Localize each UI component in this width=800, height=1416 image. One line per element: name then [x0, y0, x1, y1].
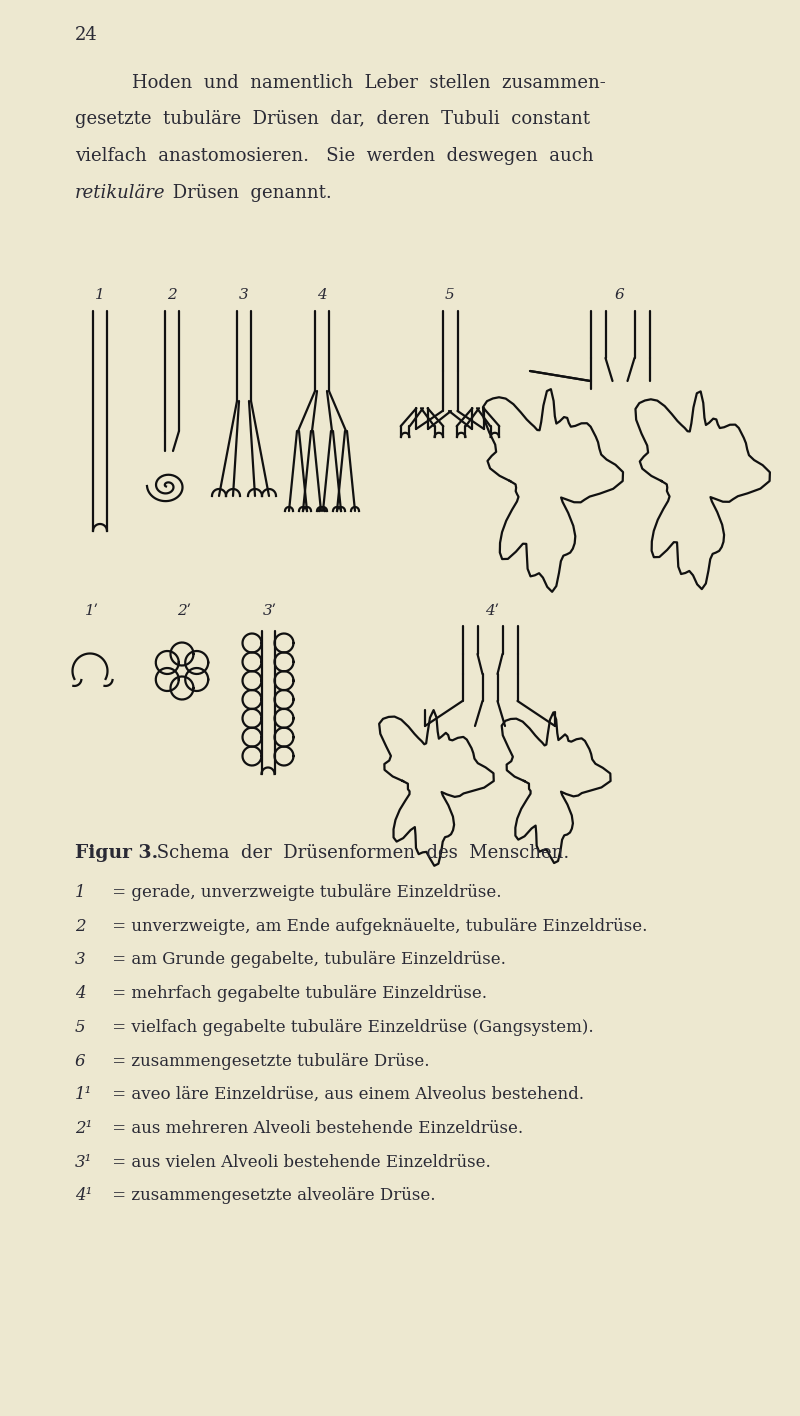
- Text: 3: 3: [239, 287, 249, 302]
- Text: 1: 1: [75, 884, 86, 901]
- Text: 3: 3: [75, 952, 86, 969]
- Text: = mehrfach gegabelte tubuläre Einzeldrüse.: = mehrfach gegabelte tubuläre Einzeldrüs…: [107, 986, 487, 1003]
- Text: Hoden  und  namentlich  Leber  stellen  zusammen-: Hoden und namentlich Leber stellen zusam…: [132, 74, 606, 92]
- Text: 3ʹ: 3ʹ: [263, 605, 277, 617]
- Text: = am Grunde gegabelte, tubuläre Einzeldrüse.: = am Grunde gegabelte, tubuläre Einzeldr…: [107, 952, 506, 969]
- Text: Schema  der  Drüsenformen  des  Menschen.: Schema der Drüsenformen des Menschen.: [151, 844, 570, 862]
- Text: 2¹: 2¹: [75, 1120, 92, 1137]
- Text: = gerade, unverzweigte tubuläre Einzeldrüse.: = gerade, unverzweigte tubuläre Einzeldr…: [107, 884, 502, 901]
- Text: 6: 6: [75, 1052, 86, 1069]
- Text: = unverzweigte, am Ende aufgeknäuelte, tubuläre Einzeldrüse.: = unverzweigte, am Ende aufgeknäuelte, t…: [107, 918, 647, 935]
- Text: 3¹: 3¹: [75, 1154, 92, 1171]
- Text: = vielfach gegabelte tubuläre Einzeldrüse (Gangsystem).: = vielfach gegabelte tubuläre Einzeldrüs…: [107, 1018, 594, 1035]
- Text: 5: 5: [445, 287, 454, 302]
- Text: 1ʹ: 1ʹ: [85, 605, 99, 617]
- Text: Figur 3.: Figur 3.: [75, 844, 158, 862]
- Text: Drüsen  genannt.: Drüsen genannt.: [167, 184, 332, 201]
- Text: 1: 1: [95, 287, 105, 302]
- Text: = zusammengesetzte alveoläre Drüse.: = zusammengesetzte alveoläre Drüse.: [107, 1187, 435, 1204]
- Text: gesetzte  tubuläre  Drüsen  dar,  deren  Tubuli  constant: gesetzte tubuläre Drüsen dar, deren Tubu…: [75, 110, 590, 129]
- Text: 4ʹ: 4ʹ: [485, 605, 499, 617]
- Text: = aus mehreren Alveoli bestehende Einzeldrüse.: = aus mehreren Alveoli bestehende Einzel…: [107, 1120, 523, 1137]
- Text: 5: 5: [75, 1018, 86, 1035]
- Text: = zusammengesetzte tubuläre Drüse.: = zusammengesetzte tubuläre Drüse.: [107, 1052, 430, 1069]
- Text: vielfach  anastomosieren.   Sie  werden  deswegen  auch: vielfach anastomosieren. Sie werden desw…: [75, 147, 594, 166]
- Text: 24: 24: [75, 25, 98, 44]
- Text: 2: 2: [167, 287, 177, 302]
- Text: 1¹: 1¹: [75, 1086, 92, 1103]
- Text: 2: 2: [75, 918, 86, 935]
- Text: 2ʹ: 2ʹ: [177, 605, 191, 617]
- Text: 4¹: 4¹: [75, 1187, 92, 1204]
- Text: = aveo läre Einzeldrüse, aus einem Alveolus bestehend.: = aveo läre Einzeldrüse, aus einem Alveo…: [107, 1086, 584, 1103]
- Text: 4: 4: [75, 986, 86, 1003]
- Text: 6: 6: [615, 287, 625, 302]
- Text: 4: 4: [317, 287, 326, 302]
- Text: = aus vielen Alveoli bestehende Einzeldrüse.: = aus vielen Alveoli bestehende Einzeldr…: [107, 1154, 490, 1171]
- Text: retikuläre: retikuläre: [75, 184, 166, 201]
